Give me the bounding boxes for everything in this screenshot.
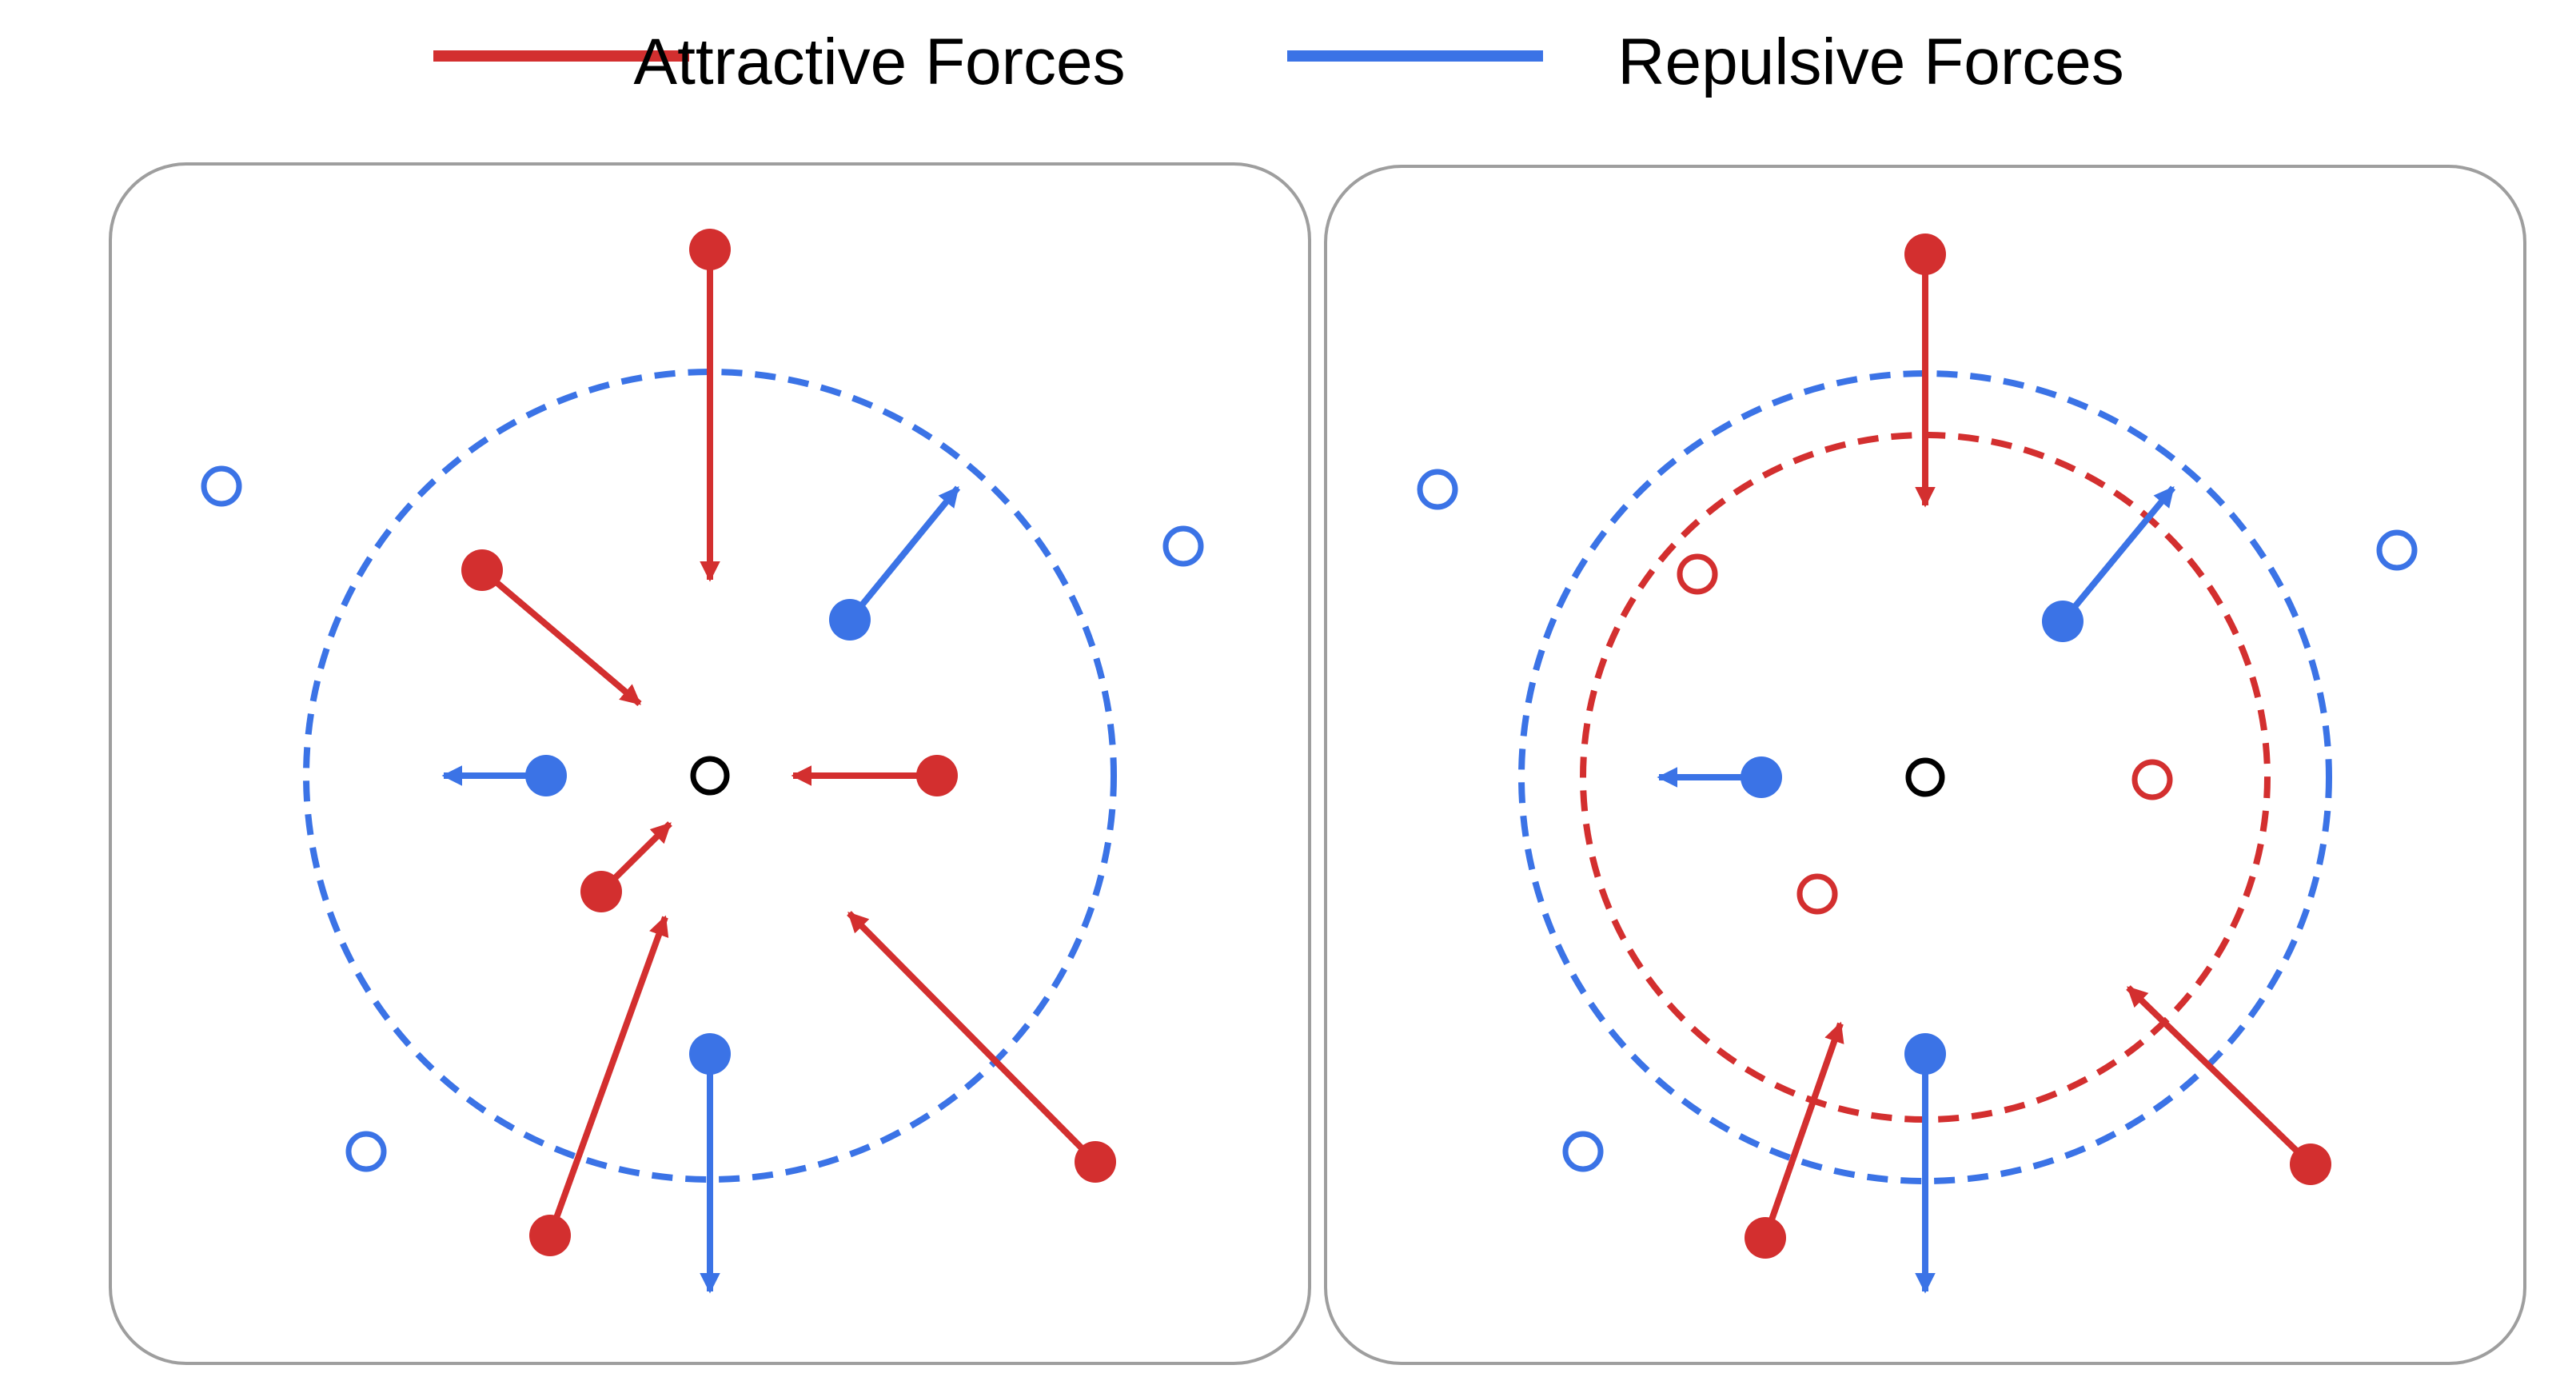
attractive-particle — [529, 1215, 571, 1256]
inactive-attractive-particle — [1677, 553, 1718, 595]
inactive-repulsive-particle — [345, 1131, 387, 1172]
repulsive-particle — [2042, 601, 2084, 642]
repulsive-particle — [689, 1033, 731, 1075]
center-particle — [1905, 757, 1945, 797]
attractive-arrow — [1762, 1021, 1844, 1239]
repulsive-arrow — [2060, 485, 2176, 624]
inactive-repulsive-particle — [1162, 525, 1204, 567]
attractive-particle — [689, 229, 731, 270]
left-panel-frame — [109, 162, 1311, 1365]
attractive-particle — [1745, 1217, 1786, 1259]
attractive-arrow — [547, 915, 669, 1237]
repulsive-arrow — [847, 485, 961, 622]
right-panel-frame — [1324, 165, 2526, 1365]
inactive-repulsive-particle — [1417, 469, 1458, 510]
attractive-arrow — [2126, 985, 2313, 1167]
right-panel — [1324, 165, 2526, 1365]
legend: Attractive Forces Repulsive Forces — [433, 26, 2124, 98]
attractive-particle — [1904, 233, 1946, 275]
inactive-attractive-particle — [1796, 873, 1838, 915]
attractive-particle — [1075, 1141, 1116, 1183]
inactive-repulsive-particle — [2376, 529, 2418, 571]
repulsive-particle — [525, 755, 567, 796]
repulsive-particle — [829, 599, 871, 641]
repulsive-forces — [1657, 485, 2176, 1294]
center-particle — [690, 756, 730, 796]
attractive-forces — [480, 249, 1098, 1237]
repulsive-forces — [441, 485, 961, 1294]
attractive-particle — [2290, 1144, 2331, 1185]
repulsion-radius-circle — [1518, 370, 2332, 1184]
repulsive-particle — [1904, 1033, 1946, 1075]
repulsive-particle — [1741, 756, 1782, 798]
repulsion-radius-circle — [303, 369, 1117, 1183]
inactive-repulsive-particle — [1562, 1131, 1604, 1172]
left-panel — [109, 162, 1311, 1365]
inactive-attractive-particle — [2131, 759, 2173, 800]
attractive-particle — [461, 549, 503, 591]
attractive-particle — [916, 755, 958, 796]
legend-repulsive-label: Repulsive Forces — [1617, 26, 2123, 98]
attractive-particle — [580, 871, 622, 912]
attractive-forces — [1762, 254, 2313, 1239]
attractive-arrow — [847, 911, 1098, 1164]
legend-attractive-label: Attractive Forces — [633, 26, 1125, 98]
attractive-arrow — [480, 567, 642, 707]
inactive-repulsive-particle — [201, 465, 242, 507]
